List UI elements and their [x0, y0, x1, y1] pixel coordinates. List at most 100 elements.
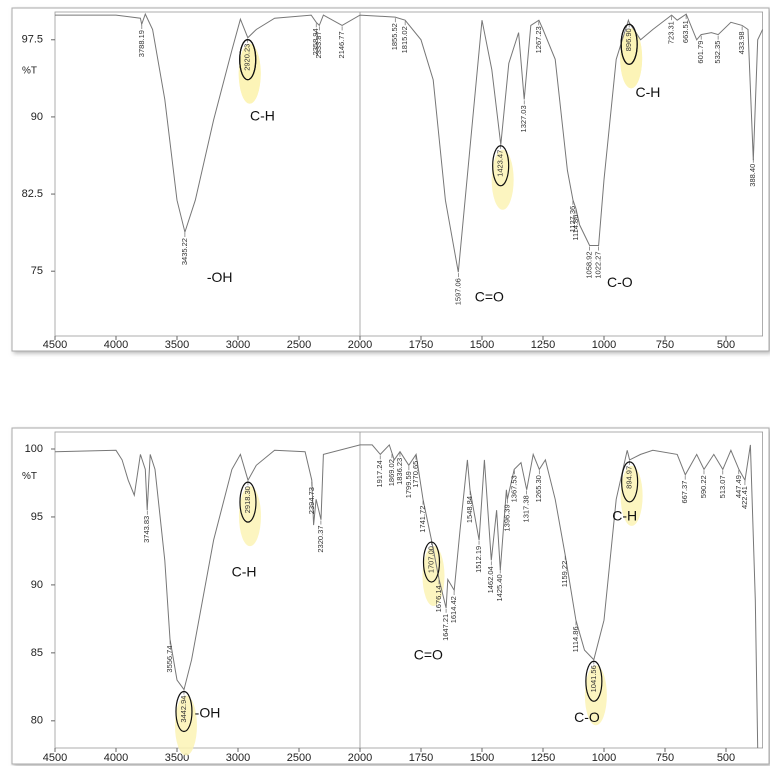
group-annotation: C-H	[232, 563, 257, 579]
y-axis-label: %T	[22, 471, 37, 482]
peak-label: 422.41	[740, 486, 749, 509]
group-annotation: -OH	[195, 705, 221, 721]
peak-label: 2394.73	[307, 487, 316, 514]
y-tick-label: 75	[31, 265, 43, 277]
x-tick-label: 3500	[165, 752, 189, 764]
peak-label: 601.79	[696, 41, 705, 64]
peak-circle	[620, 23, 638, 65]
x-tick-label: 1500	[470, 339, 494, 351]
peak-label: 1647.21	[441, 614, 450, 641]
peak-circle	[422, 541, 441, 583]
x-tick-label: 4500	[43, 339, 67, 351]
peak-label: 1707.00	[426, 546, 435, 573]
peak-label: 3435.22	[180, 238, 189, 265]
y-tick-label: 90	[31, 111, 43, 123]
x-tick-label: 2500	[287, 752, 311, 764]
peak-label: 388.40	[748, 164, 757, 187]
peak-label: 1676.14	[434, 585, 443, 612]
x-tick-label: 3500	[165, 339, 189, 351]
x-tick-label: 1000	[592, 339, 616, 351]
peak-label: 1815.02	[400, 26, 409, 53]
y-tick-label: 85	[31, 647, 43, 659]
peak-label: 1869.02	[387, 459, 396, 486]
x-tick-label: 1750	[409, 339, 433, 351]
peak-label: 1799.59	[404, 471, 413, 498]
peak-label: 663.51	[681, 20, 690, 43]
peak-circle	[175, 690, 193, 733]
peak-label: 1114.86	[571, 626, 580, 652]
peak-label: 1597.06	[453, 278, 462, 305]
peak-circle	[492, 145, 510, 187]
peak-label: 1327.03	[519, 105, 528, 132]
x-tick-label: 1750	[409, 752, 433, 764]
group-annotation: C=O	[414, 646, 443, 662]
peak-circle	[585, 660, 603, 702]
peak-label: 1058.92	[585, 251, 594, 278]
plot-area	[54, 431, 763, 749]
peak-label: 1022.27	[594, 251, 603, 278]
peak-label: 2920.23	[243, 44, 252, 71]
x-tick-label: 750	[656, 752, 674, 764]
x-tick-label: 750	[656, 339, 674, 351]
peak-label: 2358.94	[311, 28, 320, 55]
x-tick-label: 3000	[226, 339, 250, 351]
x-tick-label: 3000	[226, 752, 250, 764]
x-tick-label: 500	[717, 339, 735, 351]
peak-label: 1462.04	[486, 566, 495, 593]
peak-label: 894.97	[625, 466, 634, 489]
peak-label: 1548.84	[465, 496, 474, 523]
y-tick-label: 100	[25, 443, 43, 455]
peak-label: 1614.42	[449, 596, 458, 623]
peak-label: 1127.36	[568, 206, 577, 233]
peak-circle	[621, 461, 639, 503]
peak-label: 3788.19	[137, 30, 146, 57]
y-tick-label: 97.5	[22, 34, 43, 46]
group-annotation: C-O	[574, 709, 600, 725]
peak-label: 3442.94	[179, 696, 188, 723]
x-tick-label: 2500	[287, 339, 311, 351]
group-annotation: C-H	[612, 508, 637, 524]
peak-label: 1159.22	[560, 561, 569, 588]
peak-label: 1317.38	[522, 495, 531, 522]
chart-frame	[11, 427, 770, 765]
peak-label: 1267.23	[534, 26, 543, 53]
peak-label: 1265.30	[534, 475, 543, 502]
x-tick-label: 500	[717, 752, 735, 764]
x-tick-label: 4000	[104, 752, 128, 764]
peak-label: 896.90	[624, 28, 633, 51]
peak-label: 513.07	[718, 475, 727, 498]
peak-label: 433.98	[737, 31, 746, 54]
peak-label: 1425.40	[495, 574, 504, 601]
x-tick-label: 1250	[531, 339, 555, 351]
y-tick-label: 82.5	[22, 188, 43, 200]
peak-label: 667.37	[680, 481, 689, 504]
peak-circle	[239, 39, 257, 81]
chart-frame	[11, 7, 770, 352]
peak-label: 1917.24	[375, 460, 384, 487]
peak-label: 1114.86	[571, 215, 580, 241]
peak-label: 1836.23	[395, 458, 404, 485]
peak-label: 1770.65	[411, 461, 420, 488]
spectrum-line	[55, 12, 764, 273]
x-tick-label: 1000	[592, 752, 616, 764]
group-annotation: C-H	[635, 84, 660, 100]
peak-label: 3743.83	[142, 516, 151, 543]
x-tick-label: 1250	[531, 752, 555, 764]
x-tick-label: 4000	[104, 339, 128, 351]
peak-label: 723.31	[666, 21, 675, 44]
group-annotation: C=O	[475, 289, 504, 305]
group-annotation: C-H	[250, 108, 275, 124]
peak-label: 1367.53	[509, 475, 518, 502]
peak-label: 2320.37	[316, 525, 325, 552]
peak-label: 2918.30	[243, 486, 252, 513]
peak-label: 1396.39	[502, 504, 511, 531]
peak-label: 1512.19	[474, 546, 483, 573]
peak-label: 1041.56	[589, 665, 598, 692]
spectrum-line	[54, 443, 759, 749]
x-tick-label: 4500	[43, 752, 67, 764]
y-tick-label: 80	[31, 715, 43, 727]
y-tick-label: 95	[31, 511, 43, 523]
x-tick-label: 1500	[470, 752, 494, 764]
peak-label: 447.49	[734, 475, 743, 498]
